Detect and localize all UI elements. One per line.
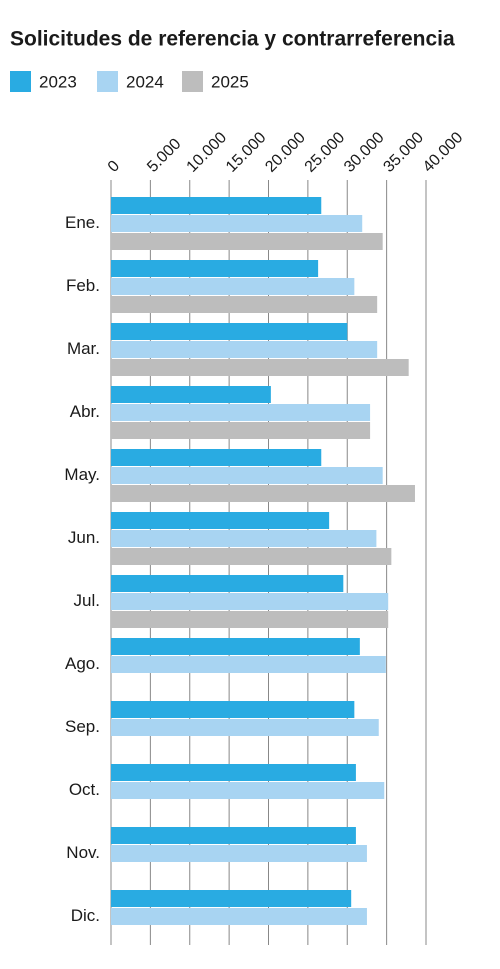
bar <box>111 323 348 340</box>
y-tick-label: Abr. <box>70 402 100 421</box>
legend-label: 2023 <box>39 72 77 91</box>
bar <box>111 908 367 925</box>
bar <box>111 548 392 565</box>
bar <box>111 512 330 529</box>
bar <box>111 638 360 655</box>
bar <box>111 422 371 439</box>
bar <box>111 719 379 736</box>
bar <box>111 845 367 862</box>
x-tick-label: 35.000 <box>380 129 427 176</box>
bar <box>111 278 355 295</box>
bar <box>111 215 363 232</box>
y-tick-label: Dic. <box>71 906 100 925</box>
bar <box>111 260 319 277</box>
y-tick-label: Nov. <box>66 843 100 862</box>
bar <box>111 593 389 610</box>
y-tick-label: May. <box>64 465 100 484</box>
y-tick-label: Oct. <box>69 780 100 799</box>
chart-title: Solicitudes de referencia y contrarrefer… <box>10 28 455 51</box>
bar <box>111 611 389 628</box>
y-tick-label: Ene. <box>65 213 100 232</box>
bar <box>111 656 386 673</box>
bar <box>111 764 356 781</box>
bar <box>111 701 355 718</box>
bar <box>111 485 415 502</box>
x-tick-label: 40.000 <box>420 129 467 176</box>
bar <box>111 575 344 592</box>
y-tick-label: Feb. <box>66 276 100 295</box>
bar <box>111 197 322 214</box>
bar <box>111 782 385 799</box>
y-tick-label: Sep. <box>65 717 100 736</box>
y-tick-label: Jun. <box>68 528 100 547</box>
bar <box>111 359 409 376</box>
x-tick-label: 15.000 <box>223 129 270 176</box>
x-tick-label: 20.000 <box>262 129 309 176</box>
bar <box>111 827 356 844</box>
y-tick-label: Mar. <box>67 339 100 358</box>
legend-swatch <box>97 71 118 92</box>
bar <box>111 341 378 358</box>
x-tick-label: 25.000 <box>302 129 349 176</box>
legend-swatch <box>10 71 31 92</box>
bar <box>111 467 383 484</box>
bar <box>111 404 371 421</box>
bar <box>111 386 271 403</box>
bar <box>111 296 378 313</box>
bar <box>111 233 383 250</box>
x-tick-label: 10.000 <box>184 129 231 176</box>
y-tick-label: Ago. <box>65 654 100 673</box>
y-tick-label: Jul. <box>74 591 100 610</box>
bar <box>111 530 377 547</box>
bar <box>111 890 352 907</box>
x-tick-label: 0 <box>105 157 123 175</box>
legend-label: 2024 <box>126 72 164 91</box>
legend-swatch <box>182 71 203 92</box>
bar <box>111 449 322 466</box>
x-tick-label: 5.000 <box>144 135 184 175</box>
legend-label: 2025 <box>211 72 249 91</box>
x-tick-label: 30.000 <box>341 129 388 176</box>
